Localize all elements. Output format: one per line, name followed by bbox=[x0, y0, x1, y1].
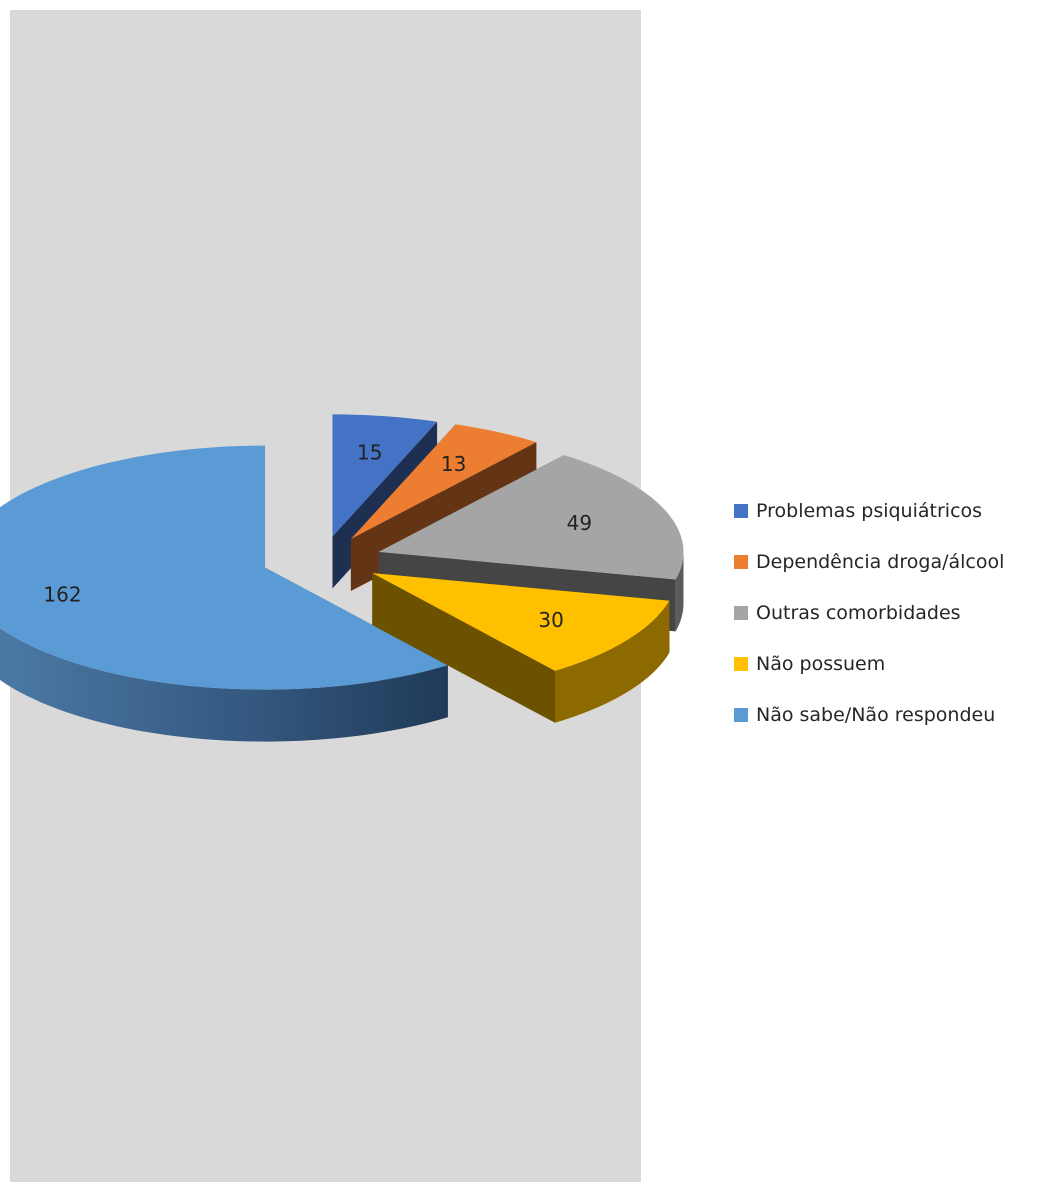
pie-slice-nao-possuem bbox=[372, 573, 670, 723]
slice-top bbox=[332, 414, 438, 537]
legend-item-problemas-psiquiatricos: Problemas psiquiátricos bbox=[734, 496, 1004, 525]
slice-top bbox=[378, 455, 684, 580]
legend-label: Não sabe/Não respondeu bbox=[756, 703, 996, 726]
legend-label: Problemas psiquiátricos bbox=[756, 499, 983, 522]
legend-label: Não possuem bbox=[756, 652, 886, 675]
data-label-outras-comorbidades: 49 bbox=[567, 511, 592, 535]
slice-side bbox=[555, 600, 670, 723]
slice-side bbox=[675, 551, 684, 632]
pie-slices bbox=[0, 414, 684, 742]
legend-swatch bbox=[734, 605, 748, 620]
slice-wall bbox=[372, 573, 555, 723]
legend-item-outras-comorbidades: Outras comorbidades bbox=[734, 598, 1004, 627]
legend-swatch bbox=[734, 554, 748, 569]
legend-swatch bbox=[734, 656, 748, 671]
slice-side bbox=[0, 627, 448, 742]
data-label-problemas-psiquiatricos: 15 bbox=[357, 440, 382, 464]
slice-top bbox=[350, 424, 537, 539]
pie-slice-nao-sabe-nao-respondeu bbox=[0, 445, 448, 742]
legend-item-nao-sabe-nao-respondeu: Não sabe/Não respondeu bbox=[734, 700, 1004, 729]
legend-item-dependencia-droga-alcool: Dependência droga/álcool bbox=[734, 547, 1004, 576]
slice-top bbox=[0, 445, 448, 690]
data-labels: 15 13 49 30 162 bbox=[43, 440, 592, 632]
legend-swatch bbox=[734, 707, 748, 722]
slice-top bbox=[372, 573, 670, 671]
data-label-dependencia-droga-alcool: 13 bbox=[441, 452, 466, 476]
legend-swatch bbox=[734, 503, 748, 518]
legend-item-nao-possuem: Não possuem bbox=[734, 649, 1004, 678]
data-label-nao-possuem: 30 bbox=[538, 608, 563, 632]
legend-label: Dependência droga/álcool bbox=[756, 550, 1005, 573]
data-label-nao-sabe-nao-respondeu: 162 bbox=[43, 583, 81, 607]
legend: Problemas psiquiátricos Dependência drog… bbox=[734, 496, 1004, 751]
legend-label: Outras comorbidades bbox=[756, 601, 961, 624]
